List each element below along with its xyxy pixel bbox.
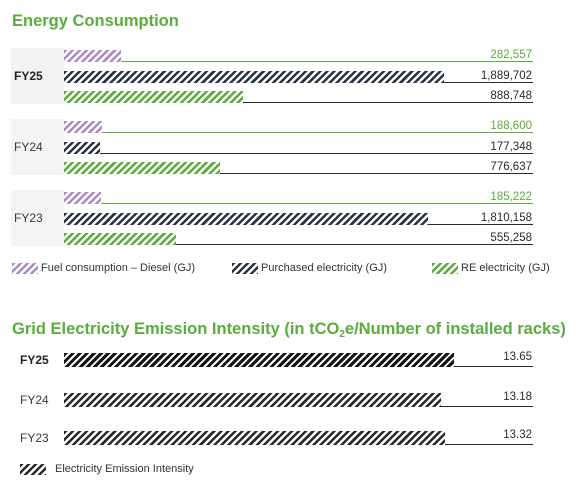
- legend-swatch-fuel-consumption-diesel-gj: [12, 263, 38, 274]
- bar-re-electricity-gj-fy23: [64, 233, 176, 245]
- bar-fuel-consumption-diesel-gj-fy25: [64, 50, 121, 62]
- value-label-intensity-fy23: 13.32: [503, 429, 532, 441]
- value-label-fuel-consumption-diesel-gj-fy23: 185,222: [490, 191, 532, 203]
- leader-line-intensity-fy23: [444, 444, 533, 445]
- leader-line-re-electricity-gj-fy23: [175, 244, 533, 245]
- bar-intensity-fy23: [64, 431, 445, 445]
- bar-intensity-fy24: [64, 393, 441, 407]
- bar-re-electricity-gj-fy25: [64, 91, 243, 103]
- legend-label-electricity-emission-intensity: Electricity Emission Intensity: [55, 463, 194, 475]
- value-label-fuel-consumption-diesel-gj-fy24: 188,600: [490, 120, 532, 132]
- value-label-re-electricity-gj-fy25: 888,748: [490, 90, 532, 102]
- leader-line-purchased-electricity-gj-fy25: [444, 81, 533, 83]
- leader-line-purchased-electricity-gj-fy23: [428, 223, 533, 225]
- leader-line-fuel-consumption-diesel-gj-fy24: [101, 132, 533, 133]
- legend-label-fuel-consumption-diesel-gj: Fuel consumption – Diesel (GJ): [41, 262, 196, 274]
- category-label-fy23: FY23: [14, 211, 43, 225]
- bar-fuel-consumption-diesel-gj-fy24: [64, 121, 102, 133]
- value-label-purchased-electricity-gj-fy25: 1,889,702: [480, 69, 532, 82]
- leader-line-re-electricity-gj-fy24: [220, 173, 533, 174]
- group-background-fy23: [11, 190, 64, 246]
- bar-intensity-fy25: [64, 353, 454, 367]
- category-label-fy25: FY25: [14, 69, 43, 83]
- legend-label-re-electricity-gj: RE electricity (GJ): [461, 262, 550, 274]
- emission-chart-title: Grid Electricity Emission Intensity (in …: [12, 320, 566, 340]
- value-label-re-electricity-gj-fy24: 776,637: [490, 161, 532, 173]
- group-background-fy24: [11, 119, 64, 175]
- leader-line-fuel-consumption-diesel-gj-fy25: [120, 61, 533, 62]
- category-label-fy23-intensity: FY23: [20, 431, 49, 445]
- category-label-fy24-intensity: FY24: [20, 393, 49, 407]
- energy-chart-title: Energy Consumption: [12, 12, 179, 30]
- bar-purchased-electricity-gj-fy25: [64, 70, 444, 83]
- legend-label-purchased-electricity-gj: Purchased electricity (GJ): [261, 262, 387, 274]
- category-label-fy24: FY24: [14, 140, 43, 154]
- legend-swatch-purchased-electricity-gj: [232, 263, 258, 274]
- legend-swatch-electricity-emission-intensity: [20, 464, 46, 475]
- value-label-intensity-fy25: 13.65: [503, 351, 532, 363]
- leader-line-intensity-fy24: [440, 406, 533, 407]
- leader-line-re-electricity-gj-fy25: [242, 102, 533, 103]
- value-label-purchased-electricity-gj-fy23: 1,810,158: [480, 211, 532, 224]
- leader-line-fuel-consumption-diesel-gj-fy23: [101, 203, 533, 204]
- value-label-re-electricity-gj-fy23: 555,258: [490, 232, 532, 244]
- leader-line-purchased-electricity-gj-fy24: [99, 152, 533, 154]
- legend-swatch-re-electricity-gj: [432, 263, 458, 274]
- bar-purchased-electricity-gj-fy23: [64, 212, 428, 225]
- group-background-fy25: [11, 48, 64, 104]
- bar-purchased-electricity-gj-fy24: [64, 141, 100, 154]
- value-label-purchased-electricity-gj-fy24: 177,348: [490, 140, 532, 153]
- leader-line-intensity-fy25: [454, 366, 533, 367]
- bar-fuel-consumption-diesel-gj-fy23: [64, 192, 102, 204]
- value-label-intensity-fy24: 13.18: [503, 391, 532, 403]
- bar-re-electricity-gj-fy24: [64, 162, 221, 174]
- value-label-fuel-consumption-diesel-gj-fy25: 282,557: [490, 49, 532, 61]
- category-label-fy25-intensity: FY25: [20, 353, 49, 367]
